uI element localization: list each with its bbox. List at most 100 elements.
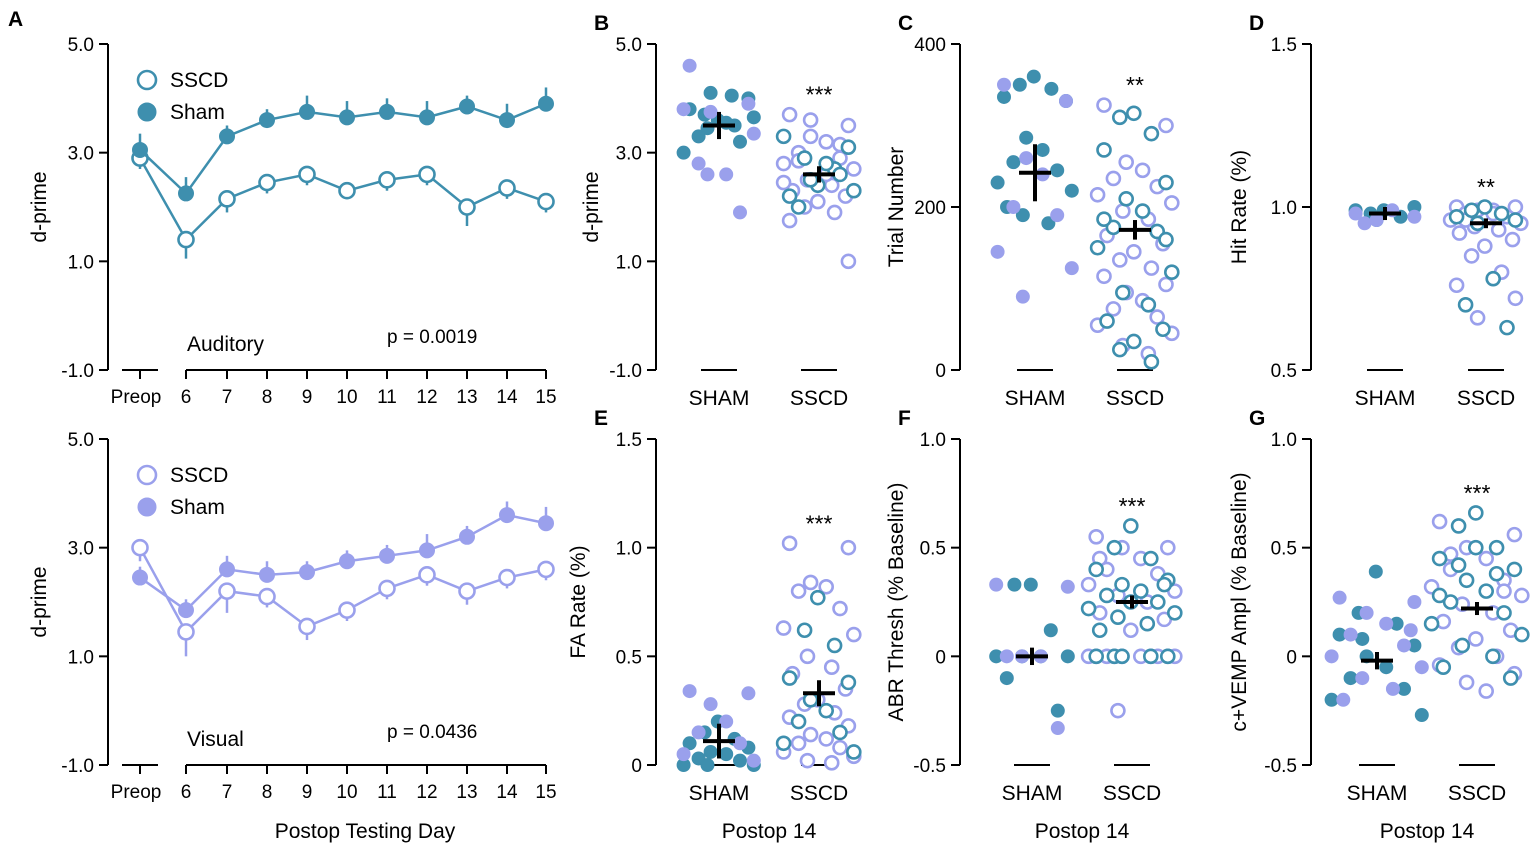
data-point-sham bbox=[682, 736, 697, 751]
data-point-sscd bbox=[1514, 626, 1530, 643]
data-point-sscd bbox=[1114, 648, 1130, 665]
significance-marker: *** bbox=[1464, 480, 1491, 506]
data-point-sscd bbox=[1123, 518, 1139, 534]
data-point-sscd bbox=[826, 204, 843, 221]
data-point-sham bbox=[1044, 81, 1059, 96]
data-point-sscd bbox=[1143, 260, 1160, 276]
data-point-sscd bbox=[298, 617, 316, 636]
data-point-sscd bbox=[1126, 244, 1142, 260]
y-tick-label: 1.0 bbox=[616, 252, 642, 273]
data-point-sscd bbox=[1115, 284, 1131, 301]
x-tick-label: 8 bbox=[262, 387, 273, 408]
data-point-sscd bbox=[1088, 561, 1104, 578]
data-point-sscd bbox=[1155, 321, 1171, 338]
data-point-sscd bbox=[818, 134, 835, 150]
data-point-sscd bbox=[809, 589, 826, 606]
panel-label: E bbox=[594, 407, 608, 430]
data-point-sham bbox=[219, 561, 235, 578]
panel-label: D bbox=[1249, 12, 1264, 35]
data-point-sscd bbox=[338, 601, 356, 619]
data-point-sscd bbox=[1458, 572, 1475, 589]
y-axis-label: FA Rate (%) bbox=[567, 545, 590, 658]
data-point-sham bbox=[379, 103, 395, 120]
data-point-sscd bbox=[1477, 238, 1493, 254]
data-point-sham bbox=[1006, 200, 1021, 214]
data-point-sham bbox=[1414, 660, 1429, 675]
data-point-sham bbox=[682, 58, 697, 73]
data-point-sham bbox=[1324, 692, 1339, 707]
data-point-sscd bbox=[1458, 674, 1475, 691]
x-tick-label: 11 bbox=[377, 782, 397, 803]
y-tick-label: 0.5 bbox=[1271, 539, 1297, 560]
data-point-sscd bbox=[1506, 561, 1523, 578]
data-point-sham bbox=[1407, 209, 1422, 224]
data-point-sscd bbox=[1139, 615, 1156, 632]
data-point-sscd bbox=[1435, 659, 1452, 676]
data-point-sscd bbox=[1099, 587, 1115, 604]
y-axis-label: c+VEMP Ampl (% Baseline) bbox=[1228, 472, 1251, 731]
data-point-sham bbox=[259, 112, 275, 129]
data-point-sscd bbox=[1507, 290, 1524, 307]
y-tick-label: 3.0 bbox=[68, 539, 94, 560]
data-point-sscd bbox=[826, 637, 843, 654]
x-tick-label: 15 bbox=[535, 782, 556, 803]
data-point-sscd bbox=[1457, 296, 1474, 313]
x-tick-label: 6 bbox=[181, 387, 192, 408]
data-point-sham bbox=[676, 145, 691, 160]
data-point-sham bbox=[1015, 289, 1030, 304]
legend-label-sham: Sham bbox=[170, 496, 225, 519]
data-point-sham bbox=[299, 564, 315, 581]
data-point-sscd bbox=[823, 755, 840, 771]
data-point-sham bbox=[997, 77, 1011, 92]
data-point-sham bbox=[733, 205, 747, 220]
data-point-sscd bbox=[1164, 264, 1180, 281]
data-point-sscd bbox=[1105, 301, 1122, 317]
data-point-sscd bbox=[1118, 154, 1134, 170]
y-tick-label: 1.5 bbox=[616, 430, 642, 451]
data-point-sham bbox=[719, 714, 734, 729]
x-axis-label: Postop 14 bbox=[1035, 820, 1130, 843]
significance-marker: *** bbox=[1119, 493, 1146, 519]
data-point-sham bbox=[178, 602, 194, 619]
data-point-sscd bbox=[1478, 683, 1494, 699]
data-point-sham bbox=[1397, 638, 1411, 653]
data-point-sscd bbox=[537, 560, 555, 579]
y-tick-label: -1.0 bbox=[61, 756, 94, 777]
data-point-sham bbox=[499, 507, 515, 524]
y-tick-label: 1.0 bbox=[920, 430, 946, 451]
data-point-sscd bbox=[1158, 276, 1174, 293]
legend-marker-sscd bbox=[136, 69, 158, 91]
data-point-sscd bbox=[1105, 170, 1122, 187]
data-point-sham bbox=[990, 244, 1005, 259]
data-point-sham bbox=[1407, 595, 1422, 609]
y-tick-label: 1.0 bbox=[1271, 430, 1297, 451]
data-point-sham bbox=[499, 112, 515, 129]
x-tick-label: SSCD bbox=[1457, 387, 1515, 410]
data-point-sscd bbox=[177, 230, 195, 249]
data-point-sscd bbox=[832, 166, 848, 183]
data-point-sscd bbox=[1478, 583, 1494, 599]
data-point-sham bbox=[1324, 649, 1339, 664]
data-point-sscd bbox=[1469, 310, 1486, 326]
data-point-sscd bbox=[1448, 277, 1465, 294]
data-point-sscd bbox=[418, 566, 436, 584]
y-tick-label: 5.0 bbox=[616, 35, 642, 56]
panel-G: -0.5 0 0.5 1.0 c+VEMP Ampl (% Baseline) G SHAM… bbox=[1228, 407, 1530, 843]
data-point-sscd bbox=[845, 182, 862, 199]
data-point-sscd bbox=[1463, 248, 1480, 264]
legend-label-sham: Sham bbox=[170, 101, 225, 124]
data-point-sham bbox=[719, 167, 734, 182]
data-point-sham bbox=[676, 102, 691, 117]
data-point-sscd bbox=[1096, 268, 1112, 285]
x-tick-label: SSCD bbox=[1103, 782, 1161, 805]
data-point-sscd bbox=[1477, 199, 1493, 215]
data-point-sscd bbox=[1496, 605, 1512, 621]
modality-label: Visual bbox=[187, 728, 244, 751]
x-tick-label: SHAM bbox=[1005, 387, 1066, 410]
data-point-sscd bbox=[1149, 309, 1165, 325]
data-point-sscd bbox=[1134, 203, 1151, 219]
data-point-sscd bbox=[832, 600, 848, 617]
data-point-sham bbox=[724, 88, 739, 103]
legend-label-sscd: SSCD bbox=[170, 69, 228, 92]
